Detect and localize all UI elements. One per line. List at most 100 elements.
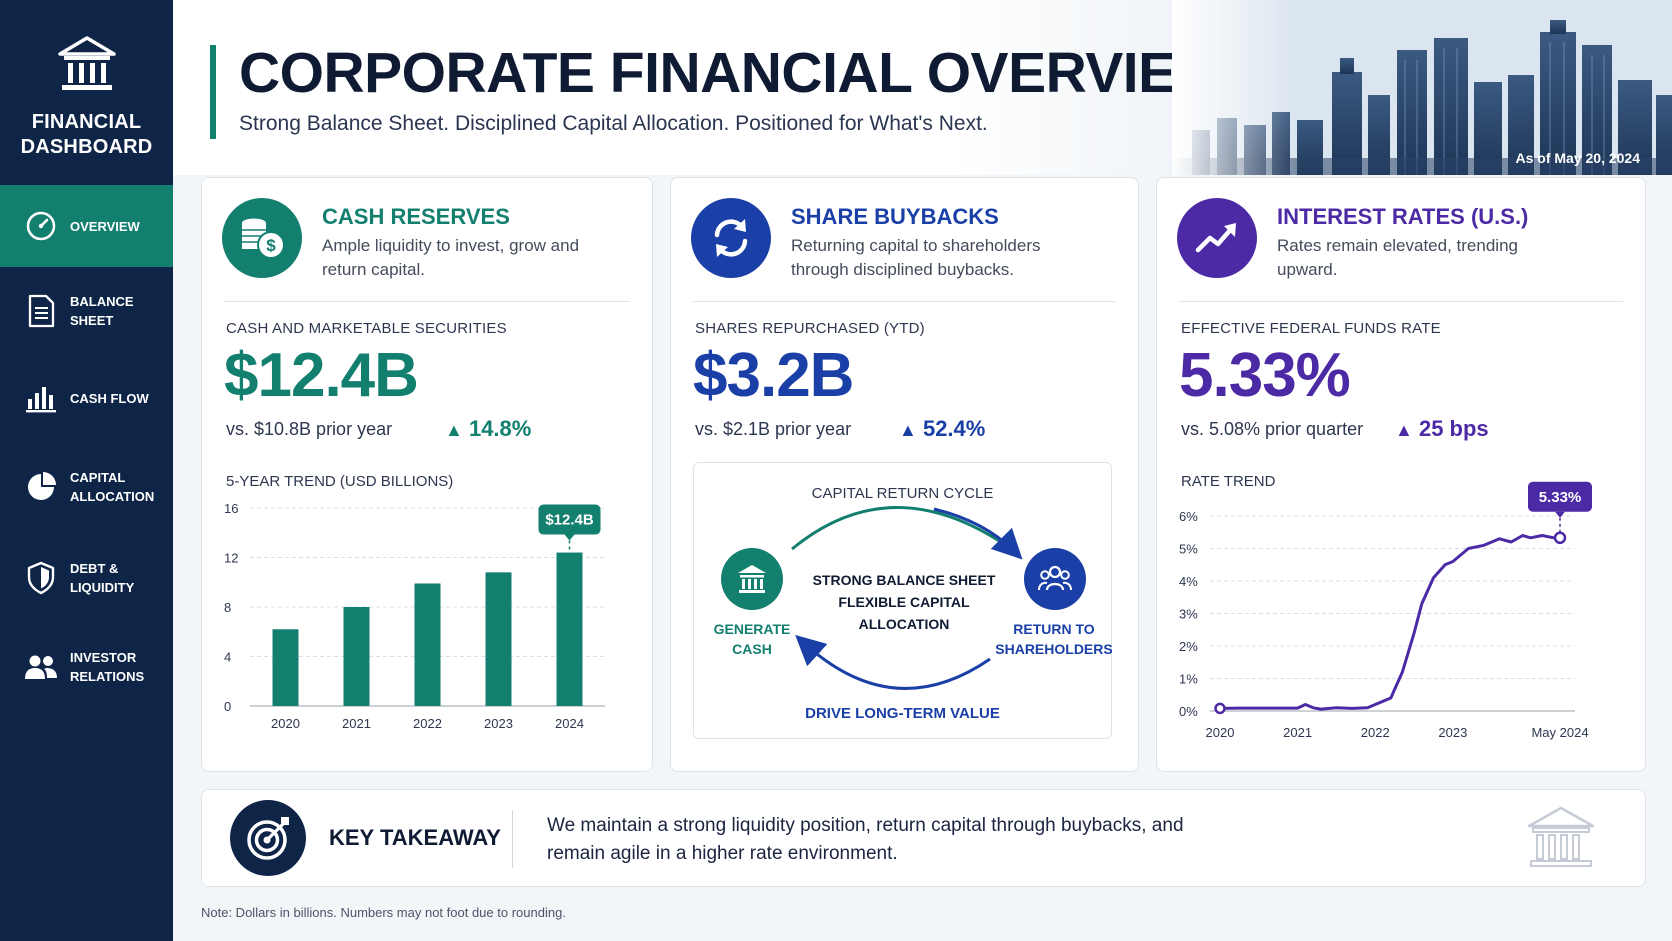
sidebar-item-label: BALANCE SHEET (70, 294, 134, 328)
title-accent-bar (210, 45, 216, 139)
divider (224, 301, 630, 302)
bar (414, 583, 441, 706)
interest-rates-card: INTEREST RATES (U.S.) Rates remain eleva… (1156, 177, 1646, 772)
city-skyline-image (1172, 0, 1672, 175)
sidebar-item-label: INVESTOR RELATIONS (70, 650, 145, 684)
x-tick-label: 2023 (1438, 725, 1467, 740)
sidebar-item-investor-relations[interactable]: INVESTOR RELATIONS (0, 626, 173, 708)
y-tick-label: 3% (1179, 607, 1198, 622)
card-title: CASH RESERVES (322, 204, 510, 229)
metric-value: $12.4B (224, 341, 419, 410)
cash-bar-chart: 0 4 8 12 16 2020 2021 2022 2023 2024 $12.4B (224, 501, 605, 731)
sidebar-item-capital-allocation[interactable]: CAPITAL ALLOCATION (0, 446, 173, 528)
sidebar-item-label: DEBT & LIQUIDITY (70, 561, 135, 595)
bar (272, 629, 299, 706)
pie-chart-icon (24, 470, 58, 504)
up-arrow-icon: ▲ (899, 420, 917, 440)
bar (343, 607, 370, 706)
card-description: Rates remain elevated, trending upward. (1277, 236, 1518, 279)
bank-icon (721, 548, 783, 610)
start-point (1214, 702, 1226, 715)
up-arrow-icon: ▲ (1395, 420, 1413, 440)
metric-comparison: vs. 5.08% prior quarter (1181, 419, 1364, 439)
bar-chart-icon (24, 381, 58, 415)
trending-up-icon (1177, 198, 1257, 278)
divider (1179, 301, 1623, 302)
y-tick-label: 2% (1179, 639, 1198, 654)
sidebar-item-label: CAPITAL ALLOCATION (70, 470, 155, 504)
page-header: CORPORATE FINANCIAL OVERVIEW Strong Bala… (173, 0, 1672, 175)
y-tick-label: 0% (1179, 704, 1198, 719)
refresh-arrows-icon (691, 198, 771, 278)
sidebar-item-label: OVERVIEW (70, 218, 140, 234)
x-tick-label: 2022 (413, 716, 442, 731)
x-tick-label: 2022 (1361, 725, 1390, 740)
bar (556, 552, 583, 706)
x-tick-label: May 2024 (1531, 725, 1588, 740)
divider (512, 810, 513, 868)
x-tick-label: 2023 (484, 716, 513, 731)
y-tick-label: 16 (224, 501, 238, 516)
metric-value: 5.33% (1179, 341, 1351, 410)
people-icon (24, 650, 58, 684)
y-tick-label: 5% (1179, 542, 1198, 557)
cycle-bottom-label: DRIVE LONG-TERM VALUE (805, 705, 1000, 722)
cycle-left-label: GENERATE CASH (713, 621, 791, 657)
sidebar-item-balance-sheet[interactable]: BALANCE SHEET (0, 270, 173, 352)
capital-return-cycle: CAPITAL RETURN CYCLE STRONG BALANCE SHEE… (693, 462, 1113, 739)
x-tick-label: 2021 (342, 716, 371, 731)
coins-icon: $ (222, 198, 302, 278)
change-value: 14.8% (468, 416, 532, 441)
share-buybacks-card: SHARE BUYBACKS Returning capital to shar… (670, 177, 1139, 772)
y-tick-label: 6% (1179, 509, 1198, 524)
change-indicator: ▲ 14.8% (445, 416, 531, 442)
metric-value: $3.2B (693, 341, 854, 410)
card-title: INTEREST RATES (U.S.) (1277, 204, 1529, 229)
change-value: 25 bps (1418, 416, 1489, 441)
callout-label: 5.33% (1539, 489, 1582, 506)
sidebar-item-label: CASH FLOW (70, 390, 149, 406)
y-tick-label: 12 (224, 551, 238, 566)
key-takeaway-panel: KEY TAKEAWAY We maintain a strong liquid… (201, 789, 1646, 887)
metric-comparison: vs. $10.8B prior year (226, 419, 393, 439)
metric-label: EFFECTIVE FEDERAL FUNDS RATE (1181, 320, 1441, 337)
x-tick-label: 2024 (555, 716, 584, 731)
cycle-right-label: RETURN TO SHAREHOLDERS (995, 621, 1113, 657)
gauge-icon (24, 209, 58, 243)
page-title: CORPORATE FINANCIAL OVERVIEW (239, 41, 1229, 105)
change-indicator: ▲ 52.4% (899, 416, 985, 442)
sidebar-item-overview[interactable]: OVERVIEW (0, 185, 173, 267)
chart-title: RATE TREND (1181, 473, 1276, 490)
y-tick-label: 0 (224, 699, 231, 714)
x-tick-label: 2021 (1283, 725, 1312, 740)
target-icon (230, 800, 306, 876)
shield-icon (24, 561, 58, 595)
bank-building-icon (1527, 806, 1595, 867)
metric-label: CASH AND MARKETABLE SECURITIES (226, 320, 507, 337)
change-value: 52.4% (922, 416, 986, 441)
document-icon (24, 294, 58, 328)
card-description: Ample liquidity to invest, grow and retu… (322, 236, 580, 279)
series-line (1219, 534, 1560, 711)
page-subtitle: Strong Balance Sheet. Disciplined Capita… (239, 112, 988, 135)
card-description: Returning capital to shareholders throug… (791, 236, 1041, 279)
as-of-date: As of May 20, 2024 (1515, 150, 1640, 166)
y-tick-label: 4% (1179, 574, 1198, 589)
footnote: Note: Dollars in billions. Numbers may n… (201, 905, 566, 920)
up-arrow-icon: ▲ (445, 420, 463, 440)
sidebar-item-debt-liquidity[interactable]: DEBT & LIQUIDITY (0, 537, 173, 619)
takeaway-label: KEY TAKEAWAY (329, 825, 501, 850)
metric-comparison: vs. $2.1B prior year (695, 419, 852, 439)
brand-title: FINANCIAL DASHBOARD (20, 111, 153, 158)
rate-line-chart: 0% 1% 2% 3% 4% 5% 6% 2020 2021 2022 2023 May 2024 5.… (1179, 481, 1592, 740)
y-tick-label: 4 (224, 650, 231, 665)
callout-pointer (564, 534, 575, 541)
callout-label: $12.4B (545, 512, 594, 529)
x-tick-label: 2020 (271, 716, 300, 731)
takeaway-text: We maintain a strong liquidity position,… (547, 815, 1184, 864)
divider (693, 301, 1116, 302)
bank-icon (57, 36, 116, 90)
sidebar-item-cash-flow[interactable]: CASH FLOW (0, 357, 173, 439)
callout-pointer (1555, 511, 1565, 518)
card-title: SHARE BUYBACKS (791, 204, 999, 229)
